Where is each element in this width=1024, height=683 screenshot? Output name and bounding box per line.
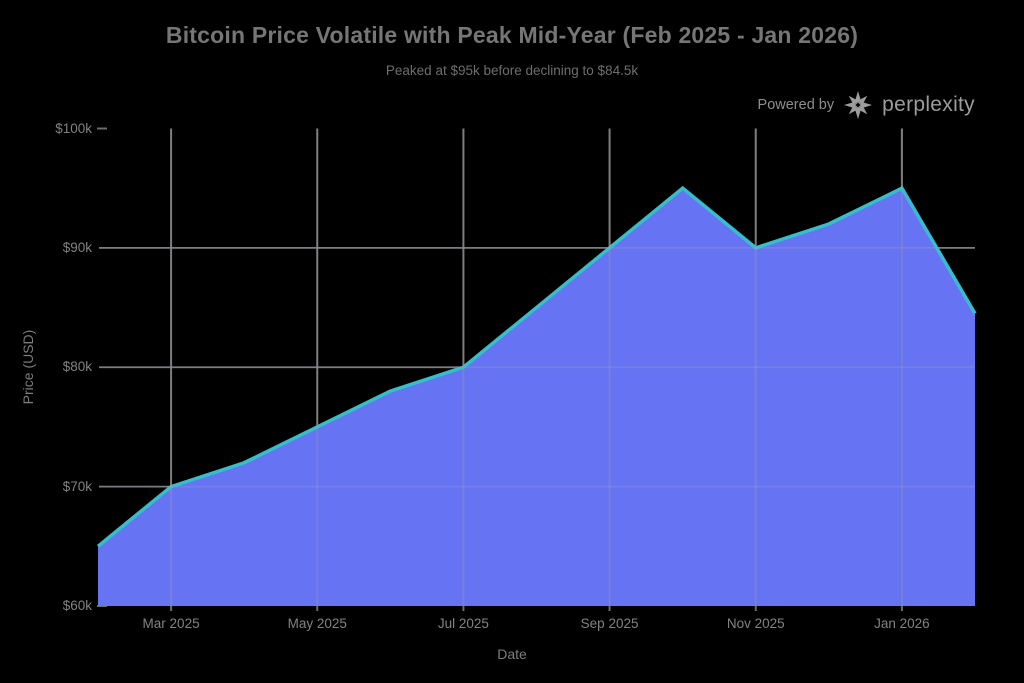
- x-axis-title: Date: [497, 646, 527, 662]
- x-tick-label: May 2025: [287, 616, 347, 631]
- chart-subtitle: Peaked at $95k before declining to $84.5…: [385, 63, 639, 78]
- y-tick-label: $70k: [62, 478, 92, 494]
- x-tick-label: Nov 2025: [726, 616, 785, 631]
- y-tick-label: $80k: [62, 359, 92, 375]
- price-line: [96, 185, 977, 548]
- chart-title: Bitcoin Price Volatile with Peak Mid-Yea…: [165, 22, 859, 48]
- x-tick-label: Mar 2025: [142, 616, 200, 631]
- powered-by-attribution: Powered by perplexity: [758, 88, 975, 122]
- powered-by-label: Powered by: [757, 97, 835, 113]
- x-tick-label: Sep 2025: [580, 616, 639, 631]
- x-tick-label: Jan 2026: [874, 616, 930, 631]
- y-tick-label: $100k: [55, 120, 92, 136]
- perplexity-logo-icon: [844, 90, 873, 120]
- price-area-fill: [98, 188, 975, 606]
- x-tick-label: Jul 2025: [437, 616, 489, 631]
- y-tick-label: $60k: [62, 598, 92, 613]
- perplexity-wordmark: perplexity: [882, 93, 975, 116]
- y-tick-label: $90k: [62, 239, 92, 255]
